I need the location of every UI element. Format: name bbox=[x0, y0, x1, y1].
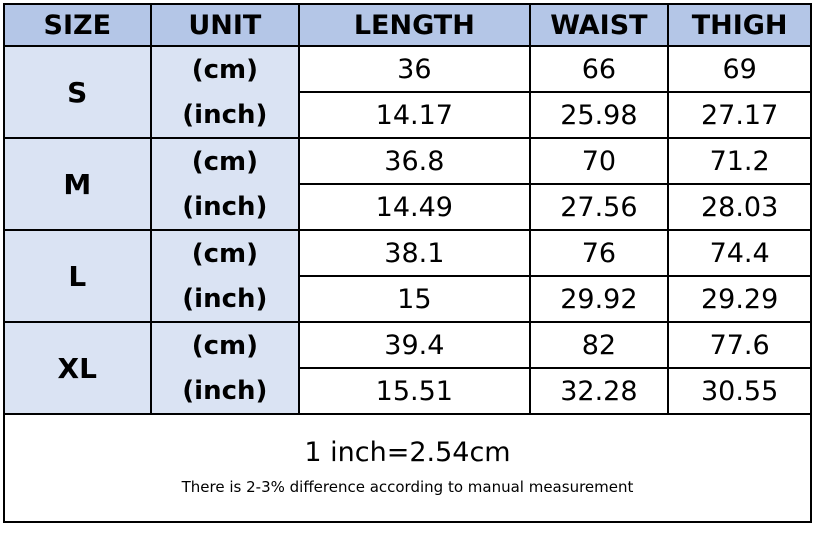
value-cell: 15.51 bbox=[298, 367, 531, 415]
value-cell: 25.98 bbox=[528, 91, 670, 139]
value-cell: 38.1 bbox=[298, 229, 531, 277]
measurement-note: There is 2-3% difference according to ma… bbox=[181, 478, 634, 496]
header-size: SIZE bbox=[3, 3, 152, 47]
value-cell: 71.2 bbox=[667, 137, 812, 185]
size-label: L bbox=[3, 229, 152, 323]
unit-inch: (inch) bbox=[149, 92, 301, 139]
value-cell: 15 bbox=[298, 275, 531, 323]
value-cell: 77.6 bbox=[667, 321, 812, 369]
unit-cm: (cm) bbox=[149, 321, 301, 368]
table-row-cm: XL (cm) 39.4 82 77.6 bbox=[3, 321, 812, 415]
table-row-inch: (inch) 15 29.92 29.29 bbox=[4, 275, 812, 323]
value-cell: 27.56 bbox=[528, 183, 670, 231]
unit-cm: (cm) bbox=[149, 229, 301, 276]
value-cell: 66 bbox=[528, 45, 670, 93]
value-cell: 76 bbox=[528, 229, 670, 277]
header-unit: UNIT bbox=[149, 3, 301, 47]
unit-inch: (inch) bbox=[149, 368, 301, 415]
table-row-cm: S (cm) 36 66 69 bbox=[3, 45, 812, 139]
table-row-inch: (inch) 15.51 32.28 30.55 bbox=[4, 367, 812, 415]
table-row-inch: (inch) 14.17 25.98 27.17 bbox=[4, 91, 812, 139]
header-length: LENGTH bbox=[298, 3, 531, 47]
value-cell: 30.55 bbox=[667, 367, 812, 415]
value-cell: 70 bbox=[528, 137, 670, 185]
value-cell: 14.17 bbox=[298, 91, 531, 139]
header-thigh: THIGH bbox=[667, 3, 812, 47]
size-label: XL bbox=[3, 321, 152, 415]
value-cell: 69 bbox=[667, 45, 812, 93]
size-label: S bbox=[3, 45, 152, 139]
unit-cm: (cm) bbox=[149, 45, 301, 92]
size-label: M bbox=[3, 137, 152, 231]
value-cell: 36.8 bbox=[298, 137, 531, 185]
value-cell: 28.03 bbox=[667, 183, 812, 231]
unit-cm: (cm) bbox=[149, 137, 301, 184]
footer-row: 1 inch=2.54cm There is 2-3% difference a… bbox=[3, 413, 812, 523]
value-cell: 82 bbox=[528, 321, 670, 369]
value-cell: 36 bbox=[298, 45, 531, 93]
header-row: SIZE UNIT LENGTH WAIST THIGH bbox=[3, 3, 812, 47]
value-cell: 27.17 bbox=[667, 91, 812, 139]
table-row-cm: L (cm) 38.1 76 74.4 bbox=[3, 229, 812, 323]
value-cell: 74.4 bbox=[667, 229, 812, 277]
conversion-text: 1 inch=2.54cm bbox=[304, 437, 511, 468]
header-waist: WAIST bbox=[528, 3, 670, 47]
table-row-inch: (inch) 14.49 27.56 28.03 bbox=[4, 183, 812, 231]
value-cell: 29.29 bbox=[667, 275, 812, 323]
table-row-cm: M (cm) 36.8 70 71.2 bbox=[3, 137, 812, 231]
value-cell: 39.4 bbox=[298, 321, 531, 369]
unit-inch: (inch) bbox=[149, 184, 301, 231]
value-cell: 32.28 bbox=[528, 367, 670, 415]
value-cell: 14.49 bbox=[298, 183, 531, 231]
unit-inch: (inch) bbox=[149, 276, 301, 323]
value-cell: 29.92 bbox=[528, 275, 670, 323]
size-chart-table: SIZE UNIT LENGTH WAIST THIGH S (cm) 36 66 69… bbox=[3, 3, 812, 523]
